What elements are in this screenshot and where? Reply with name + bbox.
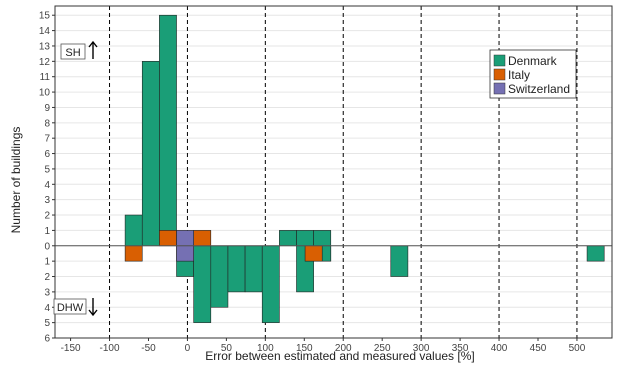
x-axis-label: Error between estimated and measured val… <box>205 349 474 363</box>
x-tick-label: 200 <box>335 343 352 354</box>
y-tick-label: 2 <box>44 211 50 222</box>
bar-sh-italy <box>159 230 177 247</box>
y-tick-label: 14 <box>39 26 51 37</box>
y-tick-label: 15 <box>39 11 51 22</box>
y-tick-label: 12 <box>39 57 51 68</box>
bar-sh-denmark <box>141 61 160 247</box>
bar-dhw-denmark <box>390 245 409 277</box>
y-tick-label: 3 <box>44 287 50 298</box>
x-tick-label: 400 <box>491 343 508 354</box>
bar-dhw-denmark <box>210 245 229 308</box>
y-tick-label: 13 <box>39 41 51 52</box>
y-tick-label: 5 <box>44 318 50 329</box>
x-tick-label: 450 <box>530 343 547 354</box>
dhw-label: DHW <box>57 302 84 314</box>
bar-sh-italy <box>193 230 212 247</box>
y-tick-label: 10 <box>39 88 51 99</box>
y-tick-label: 6 <box>44 334 50 345</box>
bars <box>124 14 605 323</box>
bar-dhw-denmark <box>586 245 605 262</box>
y-tick-label: 6 <box>44 149 50 160</box>
sh-label: SH <box>65 47 80 59</box>
x-tick-label: -50 <box>141 343 156 354</box>
x-tick-label: 350 <box>452 343 469 354</box>
bar-sh-denmark <box>124 214 143 247</box>
bar-dhw-denmark <box>261 245 280 323</box>
x-tick-label: 150 <box>296 343 313 354</box>
y-tick-label: 5 <box>44 164 50 175</box>
y-tick-label: 4 <box>44 180 50 191</box>
legend-swatch-italy <box>493 68 506 81</box>
bar-sh-switzerland <box>176 230 194 247</box>
legend-label-denmark: Denmark <box>508 54 558 68</box>
y-tick-label: 0 <box>44 241 50 252</box>
x-tick-label: 50 <box>221 343 233 354</box>
bar-sh-denmark <box>279 230 297 247</box>
y-tick-label: 4 <box>44 303 50 314</box>
y-axis-label: Number of buildings <box>9 127 23 234</box>
bar-dhw-italy <box>124 245 143 262</box>
dhw-annotation: DHW <box>53 298 98 317</box>
x-tick-label: 100 <box>257 343 274 354</box>
plot-panel <box>54 5 613 339</box>
x-tick-label: 0 <box>185 343 191 354</box>
bar-dhw-denmark <box>244 245 263 293</box>
bar-dhw-switzerland <box>176 245 194 262</box>
legend-label-switzerland: Switzerland <box>508 82 570 96</box>
y-tick-label: 3 <box>44 195 50 206</box>
x-tick-label: -150 <box>61 343 81 354</box>
y-tick-label: 7 <box>44 134 50 145</box>
y-tick-label: 11 <box>40 72 51 83</box>
bar-sh-denmark <box>159 14 177 247</box>
x-tick-label: 250 <box>374 343 391 354</box>
legend-swatch-switzerland <box>493 82 506 95</box>
sh-annotation: SH <box>60 40 98 60</box>
bar-dhw-italy <box>304 245 323 262</box>
x-axis-ticks: -150 -100 -50 0 50 100 150 200 250 300 350 400 450 50… <box>61 338 586 354</box>
legend-swatch-denmark <box>493 54 506 67</box>
bar-dhw-denmark <box>227 245 246 293</box>
x-tick-label: 300 <box>413 343 430 354</box>
bar-sh-denmark <box>296 230 314 247</box>
y-tick-label: 1 <box>44 257 50 268</box>
x-tick-label: 500 <box>569 343 586 354</box>
legend-label-italy: Italy <box>508 68 530 82</box>
x-tick-label: -100 <box>100 343 120 354</box>
y-tick-label: 2 <box>44 272 50 283</box>
arrow-down-icon <box>88 298 98 317</box>
y-tick-label: 8 <box>44 118 50 129</box>
bar-dhw-denmark <box>193 245 212 323</box>
bar-sh-denmark <box>313 230 332 247</box>
arrow-up-icon <box>88 40 98 59</box>
y-tick-label: 9 <box>44 103 50 114</box>
legend: Denmark Italy Switzerland <box>489 49 577 99</box>
y-tick-label: 1 <box>44 226 50 237</box>
